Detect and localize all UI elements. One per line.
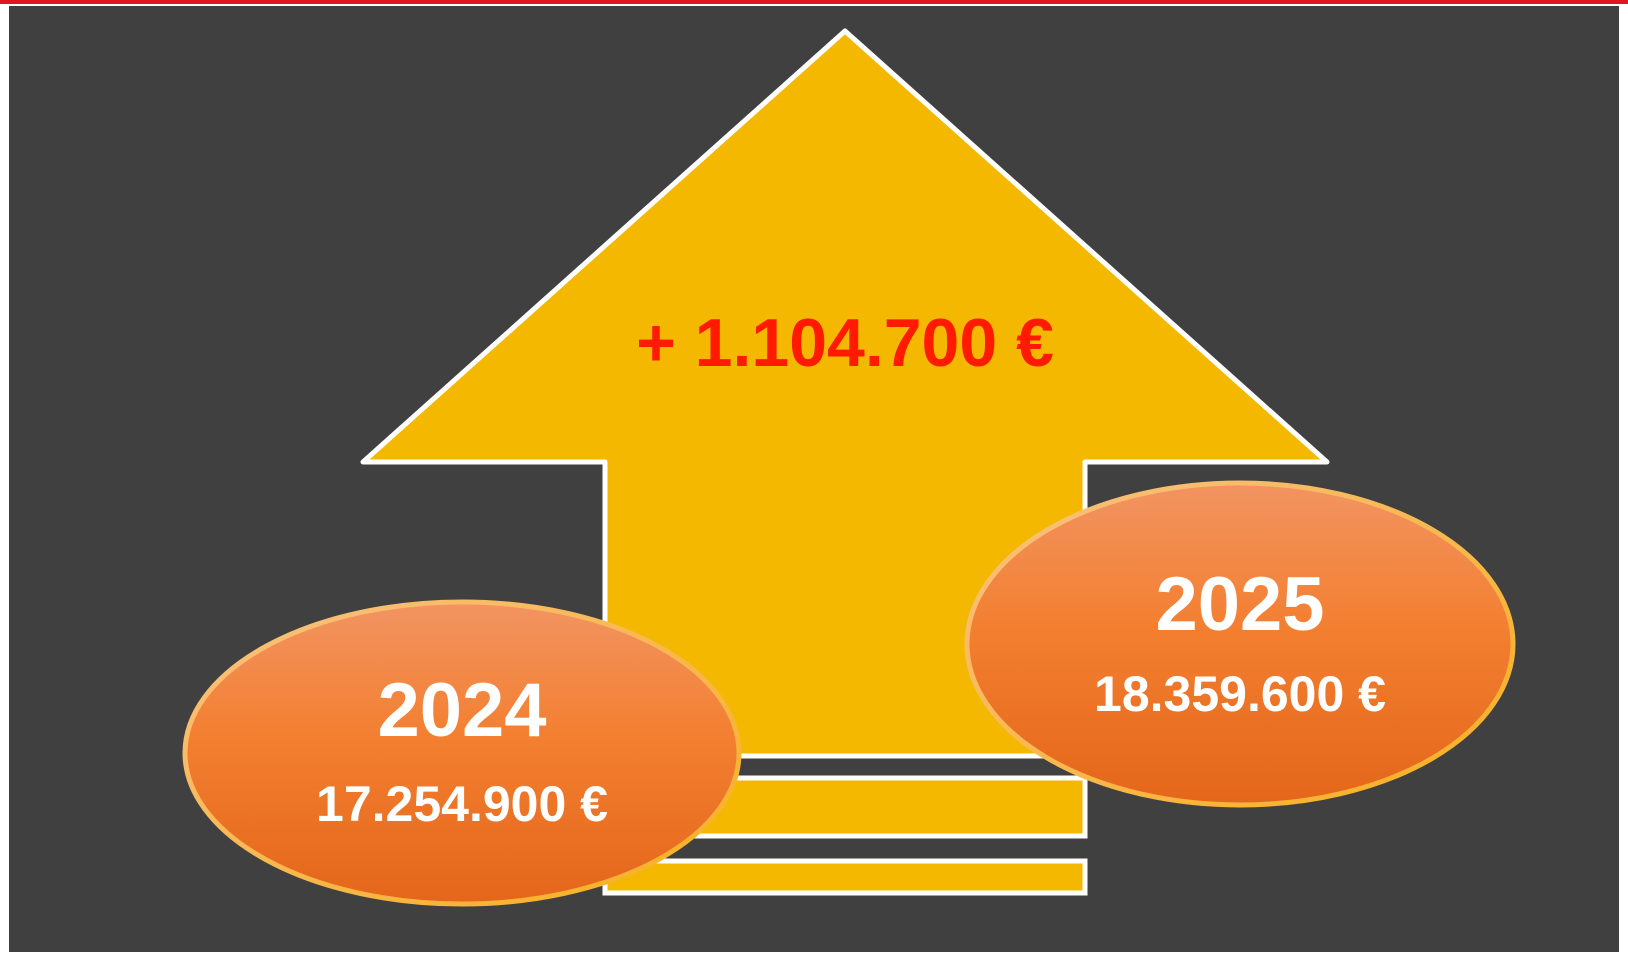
year-badge: 2024 17.254.900 € xyxy=(182,599,742,907)
amount: 17.254.900 € xyxy=(316,776,608,832)
badge-ellipse xyxy=(964,480,1516,808)
year: 2024 xyxy=(377,668,546,753)
arrow-shape xyxy=(360,28,1330,759)
headline: + 1.104.700 € xyxy=(636,305,1054,381)
top-rule xyxy=(0,0,1628,4)
year: 2025 xyxy=(1155,562,1324,647)
year-badge: 2025 18.359.600 € xyxy=(964,480,1516,808)
amount: 18.359.600 € xyxy=(1094,666,1386,722)
badge-ellipse xyxy=(182,599,742,907)
arrow xyxy=(360,28,1330,896)
arrow-bar xyxy=(602,858,1088,896)
